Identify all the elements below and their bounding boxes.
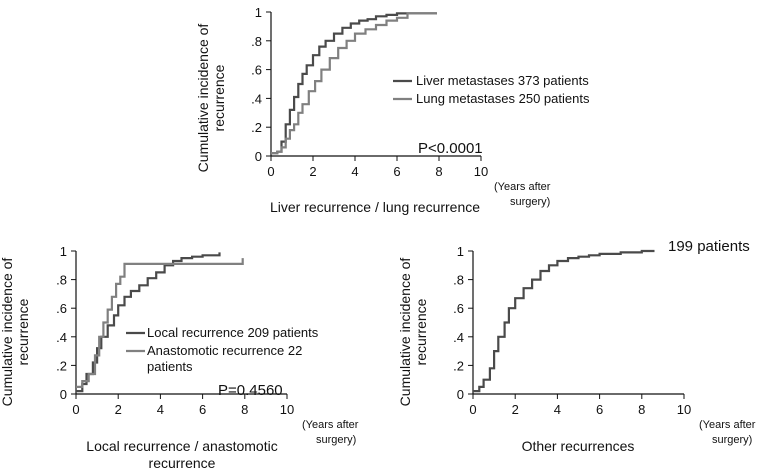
p-value: P=0.4560 bbox=[218, 382, 283, 399]
y-tick-label: 1 bbox=[457, 244, 464, 259]
y-tick-label: .4 bbox=[453, 330, 464, 345]
x-unit-line1: (Years after bbox=[494, 181, 551, 193]
y-axis-title-line1: Cumulative incidence of bbox=[397, 258, 413, 407]
y-axis-title-line2: recurrence bbox=[413, 298, 429, 365]
series-label-other: 199 patients bbox=[668, 238, 750, 255]
x-tick-label: 0 bbox=[72, 402, 79, 417]
x-tick-label: 6 bbox=[199, 402, 206, 417]
x-tick-label: 10 bbox=[280, 402, 294, 417]
p-value: P<0.0001 bbox=[418, 140, 483, 157]
legend-label-anastomotic: Anastomotic recurrence 22 bbox=[147, 343, 302, 358]
plot-area: 0 2 4 6 8 10 0 .2 .4 .6 .8 1 bbox=[453, 244, 691, 417]
x-tick-label: 0 bbox=[469, 402, 476, 417]
x-tick-label: 8 bbox=[241, 402, 248, 417]
x-axis-title: Liver recurrence / lung recurrence bbox=[270, 199, 480, 215]
x-unit-line2: surgery) bbox=[316, 434, 356, 446]
y-tick-label: 0 bbox=[255, 149, 262, 164]
y-tick-label: 1 bbox=[255, 5, 262, 20]
legend-label-local: Local recurrence 209 patients bbox=[147, 325, 319, 340]
series-line-2 bbox=[76, 258, 244, 388]
y-tick-label: .8 bbox=[251, 34, 262, 49]
y-tick-label: 0 bbox=[457, 387, 464, 402]
y-tick-label: .4 bbox=[251, 91, 262, 106]
x-tick-label: 4 bbox=[351, 164, 358, 179]
x-tick-label: 8 bbox=[435, 164, 442, 179]
panel-other: 0 2 4 6 8 10 0 .2 .4 .6 .8 1 Cumulative incidence o… bbox=[397, 238, 756, 454]
y-tick-label: .8 bbox=[453, 273, 464, 288]
y-tick-label: .2 bbox=[251, 120, 262, 135]
x-tick-label: 2 bbox=[115, 402, 122, 417]
y-tick-label: .6 bbox=[251, 63, 262, 78]
legend-label-liver: Liver metastases 373 patients bbox=[416, 73, 589, 88]
y-tick-label: .4 bbox=[56, 330, 67, 345]
y-tick-label: .8 bbox=[56, 273, 67, 288]
x-tick-label: 6 bbox=[393, 164, 400, 179]
x-axis-title: Other recurrences bbox=[522, 438, 635, 454]
x-tick-label: 10 bbox=[677, 402, 691, 417]
y-axis-title-line2: recurrence bbox=[15, 298, 31, 365]
legend-label-lung: Lung metastases 250 patients bbox=[416, 91, 590, 106]
x-unit-line2: surgery) bbox=[510, 196, 550, 208]
x-tick-label: 4 bbox=[157, 402, 164, 417]
x-tick-label: 0 bbox=[267, 164, 274, 179]
plot-area: 0 2 4 6 8 10 0 .2 .4 .6 .8 1 bbox=[251, 5, 488, 179]
y-tick-label: .6 bbox=[453, 301, 464, 316]
x-axis-title-line2: recurrence bbox=[149, 455, 216, 471]
panel-liver-lung: 0 2 4 6 8 10 0 .2 .4 .6 .8 1 Cumulative incidence o… bbox=[195, 5, 590, 215]
y-axis-title-line1: Cumulative incidence of bbox=[195, 24, 211, 173]
y-tick-label: .2 bbox=[453, 358, 464, 373]
x-axis-title-line1: Local recurrence / anastomotic bbox=[86, 438, 277, 454]
series-line-2 bbox=[271, 12, 437, 155]
x-unit-line2: surgery) bbox=[712, 434, 752, 446]
x-tick-label: 2 bbox=[512, 402, 519, 417]
series-line-1 bbox=[271, 12, 437, 155]
x-tick-label: 4 bbox=[554, 402, 561, 417]
legend-label-anastomotic-cont: patients bbox=[147, 359, 193, 374]
plot-area: 0 2 4 6 8 10 0 .2 .4 .6 .8 1 bbox=[56, 244, 294, 417]
x-unit-line1: (Years after bbox=[302, 419, 359, 431]
y-tick-label: 1 bbox=[60, 244, 67, 259]
series-line-1 bbox=[473, 249, 655, 393]
y-tick-label: 0 bbox=[60, 387, 67, 402]
x-tick-label: 8 bbox=[638, 402, 645, 417]
y-axis-title-line1: Cumulative incidence of bbox=[0, 258, 15, 407]
y-tick-label: .6 bbox=[56, 301, 67, 316]
y-tick-label: .2 bbox=[56, 358, 67, 373]
x-tick-label: 6 bbox=[596, 402, 603, 417]
x-tick-label: 10 bbox=[474, 164, 488, 179]
x-unit-line1: (Years after bbox=[699, 419, 756, 431]
y-axis-title-line2: recurrence bbox=[211, 64, 227, 131]
panel-local-anastomotic: 0 2 4 6 8 10 0 .2 .4 .6 .8 1 Cumulative incidence o… bbox=[0, 244, 359, 471]
x-tick-label: 2 bbox=[309, 164, 316, 179]
